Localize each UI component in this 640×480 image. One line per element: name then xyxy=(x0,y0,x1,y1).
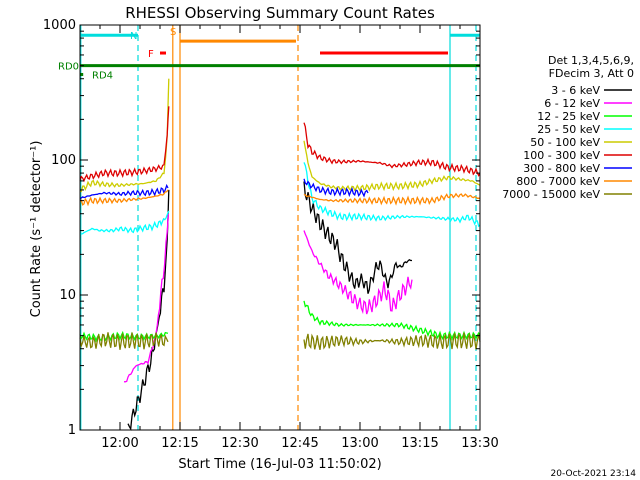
flag-label-n: N xyxy=(130,31,137,42)
series-line-0-seg-1 xyxy=(303,181,412,294)
series-line-8-seg-0 xyxy=(79,332,169,350)
series-line-5-seg-1 xyxy=(303,122,481,177)
chart-title: RHESSI Observing Summary Count Rates xyxy=(125,4,435,22)
legend-entry-8: 7000 - 15000 keV xyxy=(502,188,600,201)
x-axis-label: Start Time (16-Jul-03 11:50:02) xyxy=(178,457,381,472)
y-tick-label-2: 100 xyxy=(51,153,76,168)
legend-entry-5: 100 - 300 keV xyxy=(523,149,600,162)
y-tick-label-3: 1000 xyxy=(43,18,76,33)
legend-entry-2: 12 - 25 keV xyxy=(537,110,600,123)
x-tick-label-2: 12:30 xyxy=(221,436,258,451)
legend-header-line-2: FDecim 3, Att 0 xyxy=(549,67,634,80)
x-tick-label-4: 13:00 xyxy=(341,436,378,451)
series-1 xyxy=(123,213,413,383)
series-3 xyxy=(79,162,481,235)
series-line-1-seg-0 xyxy=(123,213,170,383)
series-line-4-seg-0 xyxy=(79,78,170,193)
series-line-2-seg-1 xyxy=(303,300,481,341)
series-8 xyxy=(79,332,481,350)
series-line-3-seg-1 xyxy=(303,162,481,228)
legend-entry-4: 50 - 100 keV xyxy=(530,136,600,149)
generation-timestamp: 20-Oct-2021 23:14 xyxy=(551,469,637,479)
x-tick-label-1: 12:15 xyxy=(161,436,198,451)
series-4 xyxy=(79,78,481,193)
series-line-2-seg-0 xyxy=(79,330,169,343)
series-line-4-seg-1 xyxy=(303,140,481,193)
series-line-3-seg-0 xyxy=(79,210,170,235)
legend-entry-7: 800 - 7000 keV xyxy=(516,175,600,188)
series-line-5-seg-0 xyxy=(79,106,170,183)
x-tick-label-5: 13:15 xyxy=(401,436,438,451)
series-6 xyxy=(79,178,369,200)
series-line-8-seg-1 xyxy=(303,332,481,350)
x-tick-label-6: 13:30 xyxy=(461,436,498,451)
flag-label-s: S xyxy=(170,27,176,38)
series-line-1-seg-1 xyxy=(303,230,413,315)
plot-area: N S F RD0 RD4 1 10 100 1000 12:00 12:15 12:30 12:45 1… xyxy=(43,18,632,451)
x-tick-label-3: 12:45 xyxy=(281,436,318,451)
series-line-6-seg-1 xyxy=(303,178,369,198)
series-line-6-seg-0 xyxy=(79,183,169,200)
series-7 xyxy=(79,189,481,207)
legend-entry-6: 300 - 800 keV xyxy=(523,162,600,175)
series-0 xyxy=(127,181,412,431)
series-line-7-seg-1 xyxy=(303,192,481,206)
series-5 xyxy=(79,106,481,183)
legend-entry-0: 3 - 6 keV xyxy=(551,84,600,97)
flag-label-rd0: RD0 xyxy=(58,62,79,73)
legend-header-line-1: Det 1,3,4,5,6,9, xyxy=(548,54,634,67)
y-axis-label: Count Rate (s⁻¹ detector⁻¹) xyxy=(29,141,44,318)
legend-entry-1: 6 - 12 keV xyxy=(544,97,600,110)
series-line-0-seg-0 xyxy=(127,189,170,431)
legend-entry-3: 25 - 50 keV xyxy=(537,123,600,136)
series-2 xyxy=(79,300,481,343)
x-tick-label-0: 12:00 xyxy=(101,436,138,451)
y-tick-label-1: 10 xyxy=(59,288,76,303)
series-line-7-seg-0 xyxy=(79,189,169,207)
y-tick-label-0: 1 xyxy=(68,423,76,438)
flag-label-f: F xyxy=(148,49,154,60)
flag-label-rd4: RD4 xyxy=(92,70,113,81)
